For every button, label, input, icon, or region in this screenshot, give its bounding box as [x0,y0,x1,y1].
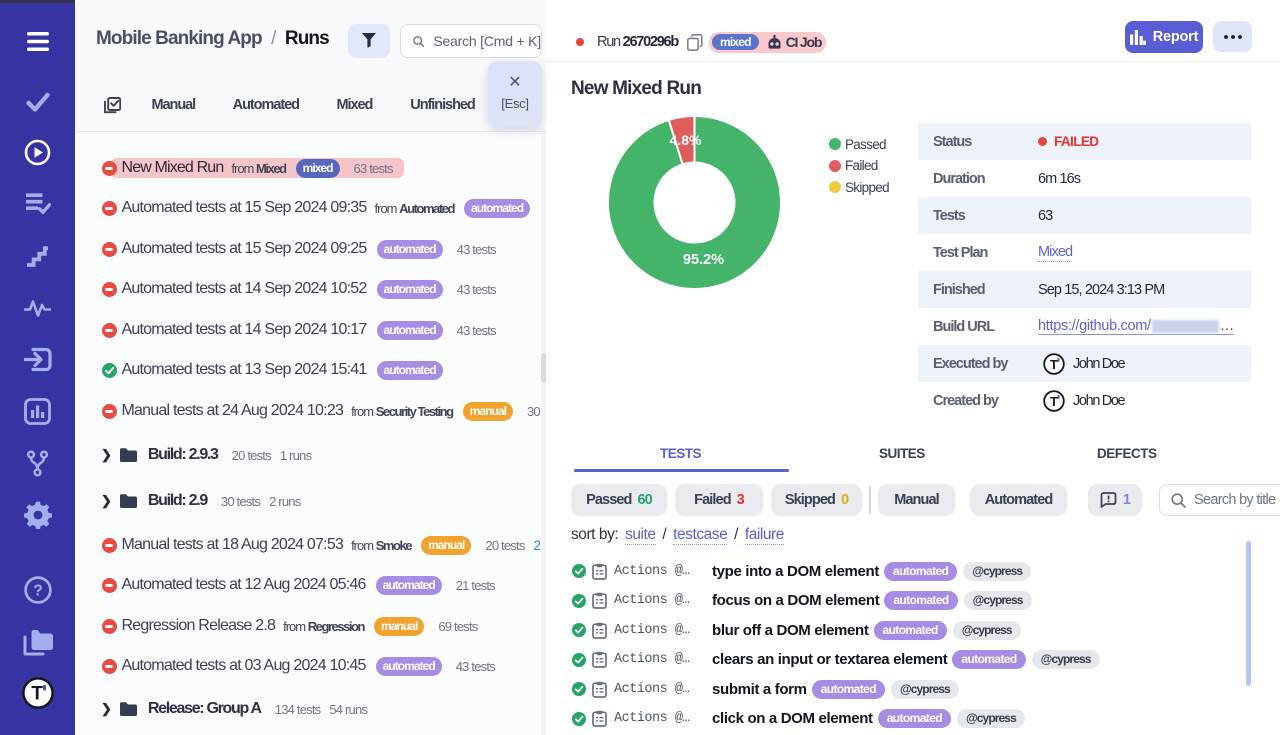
svg-text:T: T [1050,356,1058,371]
svg-text:T: T [1050,393,1058,408]
svg-text:?: ? [33,583,42,600]
svg-text:T: T [31,684,43,705]
svg-text:4.8%: 4.8% [670,132,702,148]
svg-text:95.2%: 95.2% [683,252,724,268]
